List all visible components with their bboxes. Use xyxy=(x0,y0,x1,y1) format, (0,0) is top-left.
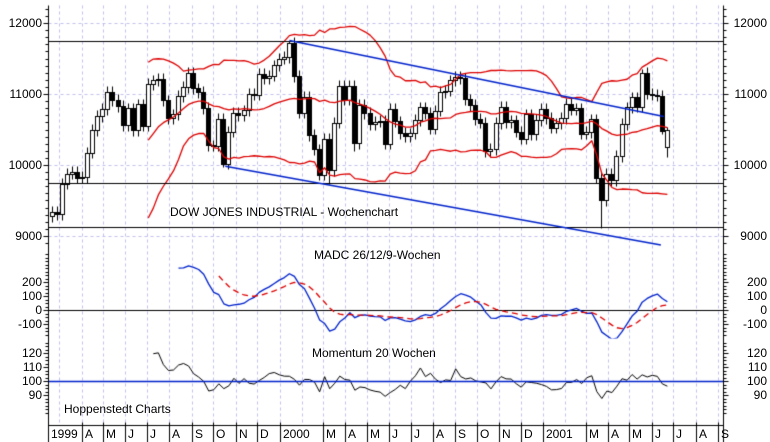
y-tick-label: 9000 xyxy=(15,229,42,243)
x-month-label: A xyxy=(611,427,620,441)
y-tick-label: 0 xyxy=(760,303,767,317)
y-tick-label: 120 xyxy=(746,346,767,360)
x-month-label: 2000 xyxy=(283,427,310,441)
x-month-label: O xyxy=(216,427,226,441)
y-tick-label: 100 xyxy=(746,374,767,388)
x-month-label: S xyxy=(458,427,467,441)
y-tick-label: 9000 xyxy=(740,229,767,243)
x-month-label: A xyxy=(436,427,445,441)
macd-panel-title: MADC 26/12/9-Wochen xyxy=(314,248,441,262)
x-month-label: J xyxy=(676,427,682,441)
y-tick-label: 100 xyxy=(21,289,42,303)
y-tick-label: 100 xyxy=(21,374,42,388)
x-month-label: J xyxy=(392,427,398,441)
x-month-label: N xyxy=(239,427,248,441)
x-month-label: J xyxy=(150,427,156,441)
y-tick-label: -100 xyxy=(17,317,42,331)
x-month-label: M xyxy=(106,427,116,441)
x-month-label: A xyxy=(85,427,94,441)
x-month-label: 1999 xyxy=(51,427,78,441)
y-tick-label: 200 xyxy=(746,275,767,289)
x-month-label: S xyxy=(721,427,730,441)
x-month-label: M xyxy=(370,427,380,441)
x-month-label: D xyxy=(524,427,533,441)
y-tick-label: 11000 xyxy=(734,87,767,101)
x-month-label: J xyxy=(655,427,661,441)
y-tick-label: -100 xyxy=(742,317,767,331)
x-month-label: A xyxy=(699,427,708,441)
x-month-label: M xyxy=(589,427,599,441)
x-month-label: A xyxy=(348,427,357,441)
y-tick-label: 200 xyxy=(21,275,42,289)
x-month-label: 2001 xyxy=(546,427,573,441)
y-tick-label: 12000 xyxy=(733,16,767,30)
watermark: Hoppenstedt Charts xyxy=(64,402,171,416)
y-tick-label: 0 xyxy=(35,303,42,317)
x-month-label: D xyxy=(260,427,269,441)
y-tick-label: 120 xyxy=(21,346,42,360)
x-month-label: M xyxy=(632,427,642,441)
x-month-label: J xyxy=(128,427,134,441)
y-tick-label: 12000 xyxy=(8,16,42,30)
x-month-label: S xyxy=(195,427,204,441)
y-tick-label: 90 xyxy=(28,388,42,402)
x-month-label: O xyxy=(480,427,490,441)
y-tick-label: 110 xyxy=(22,360,42,374)
x-month-label: J xyxy=(414,427,420,441)
momentum-panel-title: Momentum 20 Wochen xyxy=(312,346,436,360)
y-tick-label: 110 xyxy=(747,360,767,374)
y-tick-label: 90 xyxy=(753,388,767,402)
x-month-label: A xyxy=(172,427,181,441)
y-tick-label: 10000 xyxy=(733,158,767,172)
x-month-label: M xyxy=(326,427,336,441)
y-tick-label: 10000 xyxy=(8,158,42,172)
y-tick-label: 100 xyxy=(746,289,767,303)
x-month-label: N xyxy=(502,427,511,441)
price-panel-title: DOW JONES INDUSTRIAL - Wochenchart xyxy=(170,205,399,219)
y-tick-label: 11000 xyxy=(9,87,42,101)
